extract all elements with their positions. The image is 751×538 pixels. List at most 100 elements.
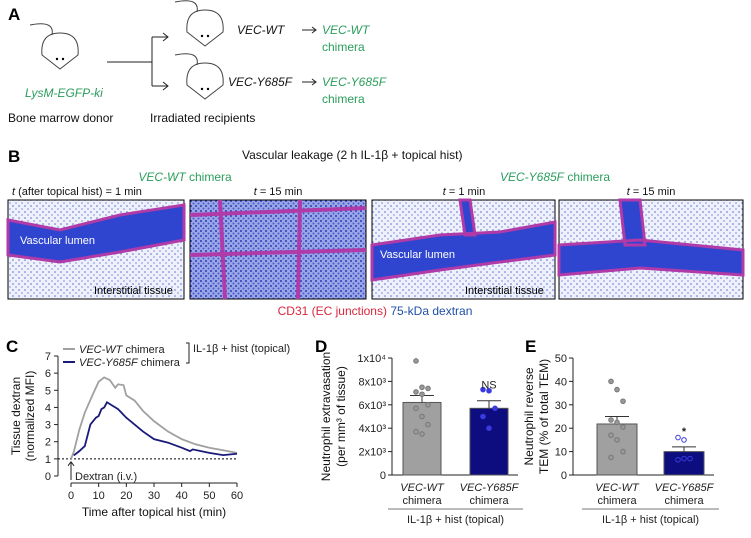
legend-label: VEC-WT chimera [79, 344, 165, 356]
x-tick-label: 10 [93, 490, 105, 502]
x-label-genotype: VEC-WT [400, 482, 445, 494]
y-axis-label: Neutrophil extravasation [319, 352, 333, 481]
time-label-2: t = 15 min [254, 186, 303, 198]
tissue-label: Interstitial tissue [94, 285, 173, 297]
x-tick-label: 30 [148, 490, 160, 502]
x-tick-label: 0 [68, 490, 74, 502]
y-tick-label: 2x10³ [358, 447, 386, 459]
data-point [681, 455, 687, 462]
time-label-3: t = 1 min [443, 186, 486, 198]
data-point [419, 384, 425, 391]
y-tick-label: 5 [45, 385, 51, 397]
group-label: IL-1β + hist (topical) [407, 514, 504, 526]
y-tick-label: 4 [45, 402, 51, 414]
y-tick-label: 1 [45, 454, 51, 466]
mouse-eye [61, 57, 65, 61]
y-tick-label: 40 [555, 376, 567, 388]
mouse-icons [29, 0, 224, 100]
time-label-4: t = 15 min [627, 186, 676, 198]
legend-bracket-label: IL-1β + hist (topical) [193, 343, 290, 355]
x-tick-label: 40 [176, 490, 188, 502]
mouse-eye [200, 34, 204, 38]
micrograph-3: Vascular lumen Interstitial tissue [370, 198, 557, 300]
data-point [413, 405, 419, 412]
recipient-genotype-1: VEC-WT [237, 23, 286, 37]
y-tick-label: 3 [45, 420, 51, 432]
legend-bracket [186, 342, 190, 364]
y-tick-label: 0 [45, 471, 51, 483]
panel-label-c: C [6, 337, 18, 356]
x-label-chimera: chimera [402, 495, 442, 507]
y-axis-label: (normalized MFI) [23, 371, 37, 462]
mouse-eye [55, 57, 59, 61]
bar-chart-d: 0 2x10³ 4x10³ 6x10³ 8x10³ 1x10⁴ Neutrophil ext… [319, 352, 523, 526]
data-point [425, 402, 431, 408]
x-tick-label: 50 [203, 490, 215, 502]
x-label-chimera: chimera [469, 495, 509, 507]
y-tick-label: 7 [45, 351, 51, 363]
panel-label-a: A [8, 5, 20, 24]
data-point [620, 448, 626, 455]
panel-label-d: D [315, 337, 327, 356]
legend-label: VEC-Y685F chimera [79, 357, 181, 369]
data-point [413, 389, 419, 395]
data-point [614, 386, 620, 393]
data-point [413, 358, 419, 364]
error-bar [477, 400, 501, 409]
legend-suffix: chimera [122, 344, 165, 356]
y-axis-label: Tissue dextran [9, 377, 23, 455]
mouse-icon [174, 53, 224, 100]
data-point [486, 425, 492, 432]
panel-b-title: Vascular leakage (2 h IL-1β + topical hi… [242, 148, 462, 162]
y-tick-label: 1x10⁴ [357, 353, 386, 365]
y-axis-label: (per mm³ of tissue) [334, 366, 348, 467]
data-point [614, 419, 620, 426]
recipients-label: Irradiated recipients [150, 111, 255, 125]
data-point [608, 378, 614, 385]
data-point [419, 391, 425, 398]
panel-b-caption: CD31 (EC junctions) 75-kDa dextran [278, 304, 473, 318]
data-point [687, 455, 693, 462]
data-point [681, 437, 687, 443]
significance-label: NS [481, 380, 496, 392]
tissue-label: Interstitial tissue [465, 285, 544, 297]
data-point [413, 428, 419, 435]
series-line-VEC-Y685F [73, 401, 238, 457]
data-point [480, 413, 486, 420]
mouse-eye [206, 34, 210, 38]
mouse-icon [29, 23, 79, 70]
x-label-genotype: VEC-Y685F [655, 482, 715, 494]
group-title-wt: VEC-WT chimera [138, 170, 232, 184]
chimera-label-1: chimera [322, 40, 365, 54]
annotation: Dextran (i.v.) [75, 471, 137, 483]
bar-VEC-WT [596, 423, 638, 476]
legend-suffix: chimera [138, 357, 181, 369]
legend-genotype: VEC-Y685F [79, 357, 139, 369]
data-point [425, 385, 431, 392]
x-axis-label: Time after topical hist (min) [82, 505, 226, 519]
time-label-1: t (after topical hist) = 1 min [12, 186, 142, 198]
data-point [608, 417, 614, 423]
y-tick-label: 0 [561, 470, 567, 482]
data-point [492, 405, 498, 412]
data-point [620, 424, 626, 430]
chimera-genotype-1: VEC-WT [322, 23, 371, 37]
y-axis-label: Neutrophil reverse [522, 367, 536, 465]
group-label: IL-1β + hist (topical) [602, 514, 699, 526]
micrograph-4 [557, 198, 745, 300]
data-point [486, 387, 492, 394]
bar-chart-e: 0 10 20 30 40 50 Neutrophil reverse TEM (% of t… [522, 353, 719, 526]
line-chart-c: 0 1 2 3 4 5 6 7 0 10 20 30 40 50 60 Time after topical … [9, 342, 290, 519]
chimera-label-2: chimera [322, 92, 365, 106]
data-point [675, 434, 681, 441]
y-tick-label: 4x10³ [358, 423, 386, 435]
data-point [608, 432, 614, 439]
mouse-icon [174, 0, 224, 47]
data-point [614, 437, 620, 443]
x-label-chimera: chimera [597, 495, 637, 507]
data-point [419, 413, 425, 420]
data-point [419, 431, 425, 437]
data-point [620, 398, 626, 405]
data-point [425, 421, 431, 428]
